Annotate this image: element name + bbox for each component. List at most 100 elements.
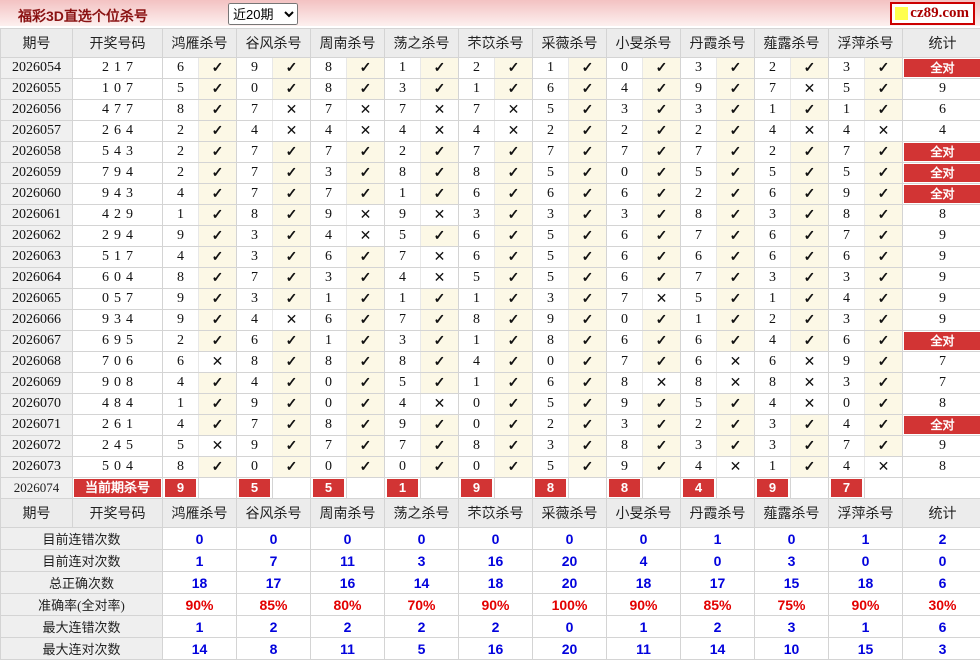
check-icon: ✓ xyxy=(211,417,224,433)
current-mark-cell xyxy=(198,477,237,499)
summary-value-cell: 20 xyxy=(532,571,607,594)
check-icon: ✓ xyxy=(359,354,372,370)
kill-mark-cell: ✓ xyxy=(494,57,533,79)
kill-value-cell: 1 xyxy=(384,57,421,79)
check-icon: ✓ xyxy=(507,354,520,370)
kill-value-cell: 1 xyxy=(754,456,791,478)
check-icon: ✓ xyxy=(359,438,372,454)
kill-mark-cell: ✓ xyxy=(198,204,237,226)
summary-label-cell: 最大连对次数 xyxy=(0,637,163,660)
kill-value-cell: 5 xyxy=(680,288,717,310)
kill-mark-cell: ✓ xyxy=(716,267,755,289)
kill-value-cell: 4 xyxy=(828,414,865,436)
summary-value-cell: 90% xyxy=(458,593,533,616)
range-select[interactable]: 近20期 xyxy=(228,3,298,25)
check-icon: ✓ xyxy=(285,165,298,181)
kill-value-cell: 6 xyxy=(532,78,569,100)
kill-value-cell: 1 xyxy=(680,309,717,331)
summary-value-cell: 90% xyxy=(606,593,681,616)
cross-icon: ✕ xyxy=(285,102,298,118)
kill-number-table: 期号 开奖号码 鸿雁杀号 谷风杀号 周南杀号 荡之杀号 芣苡杀号 采薇杀号 小旻杀号 丹霞杀号 薤露… xyxy=(0,28,980,660)
check-icon: ✓ xyxy=(211,123,224,139)
kill-value-cell: 7 xyxy=(458,141,495,163)
kill-value-cell: 6 xyxy=(606,183,643,205)
kill-value-cell: 8 xyxy=(828,204,865,226)
period-cell: 2026058 xyxy=(0,141,73,163)
kill-mark-cell: ✓ xyxy=(568,435,607,457)
summary-value-cell: 16 xyxy=(458,637,533,660)
current-kill-cell: 9 xyxy=(458,477,495,499)
kill-mark-cell: ✓ xyxy=(420,162,459,184)
current-mark-cell xyxy=(494,477,533,499)
current-mark-cell xyxy=(716,477,755,499)
summary-row: 目前连错次数 0 0 0 0 0 0 0 1 0 1 2 xyxy=(0,527,980,550)
check-icon: ✓ xyxy=(285,249,298,265)
check-icon: ✓ xyxy=(803,60,816,76)
logo-link[interactable]: cz89.com xyxy=(890,2,975,25)
kill-mark-cell: ✕ xyxy=(790,351,829,373)
kill-mark-cell: ✓ xyxy=(494,183,533,205)
check-icon: ✓ xyxy=(507,228,520,244)
current-kill-number: 1 xyxy=(387,479,418,497)
check-icon: ✓ xyxy=(729,81,742,97)
kill-mark-cell: ✓ xyxy=(568,351,607,373)
kill-value-cell: 2 xyxy=(680,414,717,436)
summary-label-cell: 目前连对次数 xyxy=(0,549,163,572)
check-icon: ✓ xyxy=(507,417,520,433)
cross-icon: ✕ xyxy=(803,396,816,412)
cross-icon: ✕ xyxy=(433,123,446,139)
check-icon: ✓ xyxy=(359,270,372,286)
kill-value-cell: 7 xyxy=(310,183,347,205)
period-cell: 2026065 xyxy=(0,288,73,310)
kill-value-cell: 2 xyxy=(162,141,199,163)
check-icon: ✓ xyxy=(655,228,668,244)
check-icon: ✓ xyxy=(655,249,668,265)
kill-mark-cell: ✓ xyxy=(864,99,903,121)
col-header-number: 开奖号码 xyxy=(72,28,163,58)
summary-row: 目前连对次数 1 7 11 3 16 20 4 0 3 0 0 xyxy=(0,549,980,572)
kill-value-cell: 8 xyxy=(606,372,643,394)
check-icon: ✓ xyxy=(729,312,742,328)
kill-value-cell: 6 xyxy=(606,330,643,352)
cross-icon: ✕ xyxy=(359,102,372,118)
cross-icon: ✕ xyxy=(285,312,298,328)
kill-value-cell: 8 xyxy=(310,78,347,100)
kill-value-cell: 9 xyxy=(236,393,273,415)
kill-value-cell: 3 xyxy=(310,162,347,184)
kill-mark-cell: ✓ xyxy=(568,57,607,79)
check-icon: ✓ xyxy=(729,270,742,286)
stat-cell: 全对 xyxy=(902,141,980,163)
summary-value-cell: 1 xyxy=(162,615,237,638)
kill-value-cell: 4 xyxy=(236,372,273,394)
kill-value-cell: 8 xyxy=(458,435,495,457)
draw-number-cell: 217 xyxy=(72,57,163,79)
kill-value-cell: 8 xyxy=(680,372,717,394)
current-stat-cell xyxy=(902,477,980,499)
kill-mark-cell: ✓ xyxy=(864,435,903,457)
check-icon: ✓ xyxy=(211,291,224,307)
check-icon: ✓ xyxy=(877,60,890,76)
check-icon: ✓ xyxy=(211,396,224,412)
kill-mark-cell: ✓ xyxy=(568,120,607,142)
kill-mark-cell: ✓ xyxy=(864,183,903,205)
kill-mark-cell: ✓ xyxy=(568,78,607,100)
kill-mark-cell: ✓ xyxy=(272,435,311,457)
check-icon: ✓ xyxy=(803,312,816,328)
check-icon: ✓ xyxy=(803,102,816,118)
kill-mark-cell: ✓ xyxy=(568,414,607,436)
draw-number-cell: 294 xyxy=(72,225,163,247)
summary-value-cell: 14 xyxy=(680,637,755,660)
kill-mark-cell: ✓ xyxy=(346,267,385,289)
period-cell: 2026071 xyxy=(0,414,73,436)
kill-mark-cell: ✕ xyxy=(420,99,459,121)
check-icon: ✓ xyxy=(433,333,446,349)
col-header-expert-2: 周南杀号 xyxy=(310,28,385,58)
kill-mark-cell: ✓ xyxy=(642,225,681,247)
current-mark-cell xyxy=(864,477,903,499)
summary-value-cell: 20 xyxy=(532,549,607,572)
summary-stat-value-cell: 3 xyxy=(902,637,980,660)
kill-mark-cell: ✓ xyxy=(716,183,755,205)
check-icon: ✓ xyxy=(433,354,446,370)
kill-mark-cell: ✓ xyxy=(420,351,459,373)
kill-mark-cell: ✓ xyxy=(198,456,237,478)
